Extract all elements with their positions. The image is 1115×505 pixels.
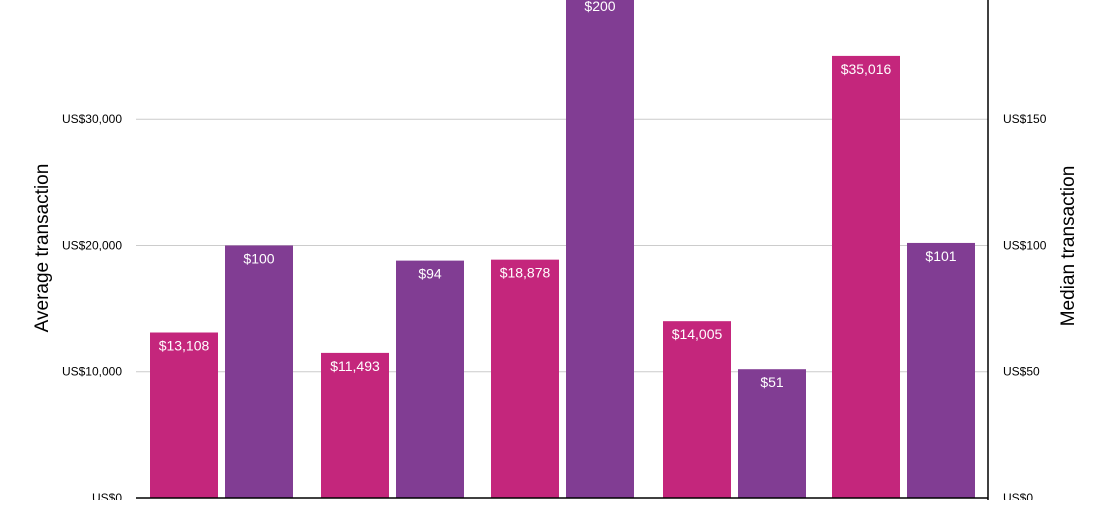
data-label: $200 [584,0,615,14]
bar-average [150,332,218,498]
y2-tick-label: US$50 [1003,365,1040,379]
bar-median [738,369,806,498]
y2-tick-label: US$150 [1003,112,1047,126]
data-label: $51 [760,374,784,390]
bar-median [907,242,975,498]
data-label: $13,108 [159,338,210,354]
data-label: $18,878 [500,265,551,281]
y2-tick-label: US$100 [1003,238,1047,252]
y-tick-label: US$30,000 [62,112,122,126]
y-tick-label: US$10,000 [62,365,122,379]
y-axis-title: Average transaction [32,164,53,333]
data-label: $11,493 [330,358,380,374]
y-tick-label: US$0 [92,491,122,500]
data-label: $100 [243,250,274,266]
y2-axis-title: Median transaction [1058,166,1079,327]
bar-average [663,321,731,498]
bars: $13,108 $100 $11,493 $94 $18,878 $200 $14,005 $… [150,0,975,498]
data-label: $14,005 [672,326,723,342]
data-label: $101 [925,248,956,264]
data-label: $35,016 [841,61,892,77]
bar-average [321,352,389,498]
bar-average [832,55,900,498]
y2-tick-label: US$0 [1003,491,1033,500]
bar-average [491,259,559,498]
bar-median [566,0,634,498]
bar-median [396,260,464,498]
data-label: $94 [418,266,442,282]
y-tick-label: US$20,000 [62,238,122,252]
bar-median [225,245,293,498]
